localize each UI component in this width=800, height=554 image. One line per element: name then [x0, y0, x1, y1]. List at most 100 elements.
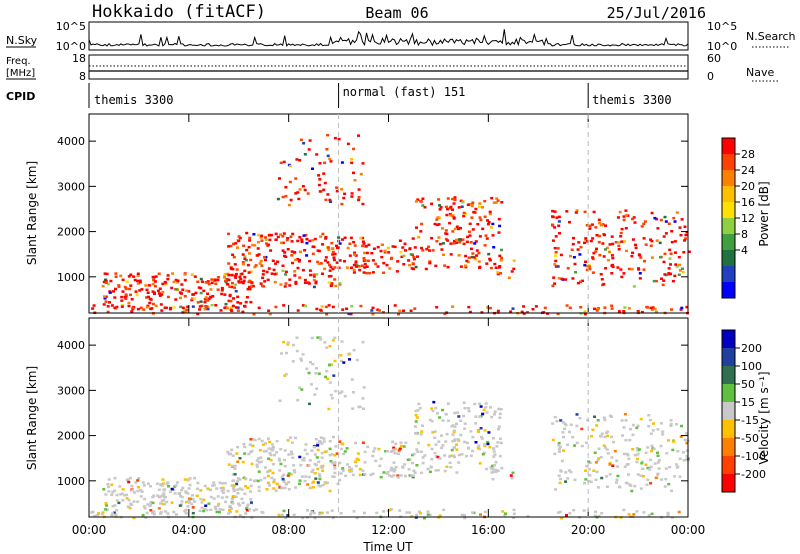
scatter-cell — [117, 285, 121, 288]
scatter-cell — [231, 479, 235, 483]
scatter-cell — [320, 456, 324, 459]
scatter-cell — [668, 257, 672, 260]
scatter-cell — [153, 285, 157, 288]
scatter-cell — [288, 180, 292, 184]
scatter-cell — [350, 192, 354, 195]
scatter-cell — [281, 478, 285, 481]
scatter-cell — [410, 474, 414, 477]
scatter-cell — [420, 246, 424, 250]
scatter-cell — [215, 487, 219, 490]
noise-panel: 10^5 10^0 10^5 10^0 N.Sky N.Search — [6, 20, 796, 53]
scatter-cell — [608, 461, 612, 465]
colorbar-tick-label: 15 — [741, 396, 755, 409]
scatter-cell — [404, 249, 407, 252]
scatter-cell — [599, 224, 603, 227]
scatter-cell — [564, 471, 568, 474]
scatter-cell — [268, 238, 272, 242]
scatter-cell — [614, 241, 618, 244]
scatter-cell — [296, 239, 300, 243]
scatter-cell — [282, 473, 286, 477]
scatter-cell — [315, 307, 319, 311]
scatter-cell — [283, 449, 287, 452]
scatter-cell — [642, 511, 646, 514]
scatter-cell — [498, 265, 502, 268]
scatter-cell — [678, 269, 682, 272]
scatter-cell — [250, 281, 254, 284]
scatter-cell — [512, 267, 516, 271]
scatter-cell — [302, 142, 306, 145]
scatter-cell — [585, 268, 589, 272]
colorbar-swatch — [722, 202, 735, 219]
scatter-cell — [134, 290, 138, 293]
scatter-cell — [474, 240, 478, 243]
scatter-cell — [641, 467, 645, 471]
scatter-cell — [105, 272, 109, 276]
scatter-cell — [188, 501, 192, 504]
scatter-cell — [382, 510, 386, 513]
scatter-cell — [264, 238, 268, 241]
scatter-cell — [376, 245, 380, 249]
scatter-cell — [124, 287, 128, 291]
scatter-cell — [561, 421, 565, 424]
scatter-cell — [144, 516, 148, 519]
scatter-cell — [633, 221, 637, 224]
scatter-cell — [630, 489, 634, 493]
scatter-cell — [488, 259, 492, 262]
scatter-cell — [666, 513, 670, 517]
scatter-cell — [281, 269, 285, 272]
scatter-cell — [461, 238, 465, 241]
scatter-cell — [496, 272, 500, 276]
scatter-cell — [572, 256, 576, 259]
scatter-cell — [121, 499, 125, 502]
scatter-cell — [457, 238, 461, 241]
scatter-cell — [436, 412, 439, 415]
scatter-cell — [331, 461, 335, 465]
scatter-cell — [282, 480, 286, 483]
scatter-cell — [682, 251, 686, 254]
scatter-cell — [457, 227, 460, 231]
scatter-cell — [120, 299, 124, 302]
scatter-cell — [230, 464, 234, 468]
scatter-cell — [340, 202, 344, 206]
scatter-cell — [446, 402, 450, 405]
colorbar-tick-label: 12 — [741, 212, 755, 225]
scatter-cell — [653, 307, 657, 311]
scatter-cell — [151, 275, 155, 279]
scatter-cell — [203, 298, 207, 301]
scatter-cell — [457, 453, 461, 457]
scatter-cell — [477, 260, 481, 263]
scatter-cell — [478, 415, 482, 418]
scatter-cell — [605, 485, 609, 488]
scatter-cell — [420, 430, 424, 433]
scatter-cell — [579, 280, 582, 283]
scatter-cell — [298, 276, 302, 279]
scatter-cell — [245, 509, 249, 512]
scatter-cell — [399, 444, 403, 448]
scatter-cell — [229, 507, 233, 510]
scatter-cell — [670, 230, 674, 233]
scatter-cell — [499, 272, 503, 275]
scatter-cell — [554, 254, 557, 257]
scatter-cell — [294, 192, 298, 195]
scatter-cell — [346, 246, 350, 250]
scatter-cell — [650, 444, 654, 448]
scatter-cell — [157, 272, 161, 275]
scatter-cell — [509, 310, 513, 313]
scatter-cell — [231, 253, 235, 256]
scatter-cell — [348, 242, 352, 245]
scatter-cell — [619, 235, 623, 238]
scatter-cell — [471, 201, 475, 204]
scatter-cell — [186, 479, 190, 482]
scatter-cell — [221, 486, 225, 490]
scatter-cell — [248, 252, 251, 255]
scatter-cell — [396, 474, 400, 477]
scatter-cell — [621, 434, 624, 437]
freq-label: Freq. — [6, 56, 31, 67]
scatter-cell — [438, 204, 442, 207]
scatter-cell — [351, 473, 355, 477]
scatter-cell — [266, 278, 270, 282]
scatter-cell — [170, 286, 174, 290]
scatter-cell — [474, 441, 478, 444]
scatter-cell — [451, 433, 455, 436]
scatter-cell — [105, 508, 109, 511]
